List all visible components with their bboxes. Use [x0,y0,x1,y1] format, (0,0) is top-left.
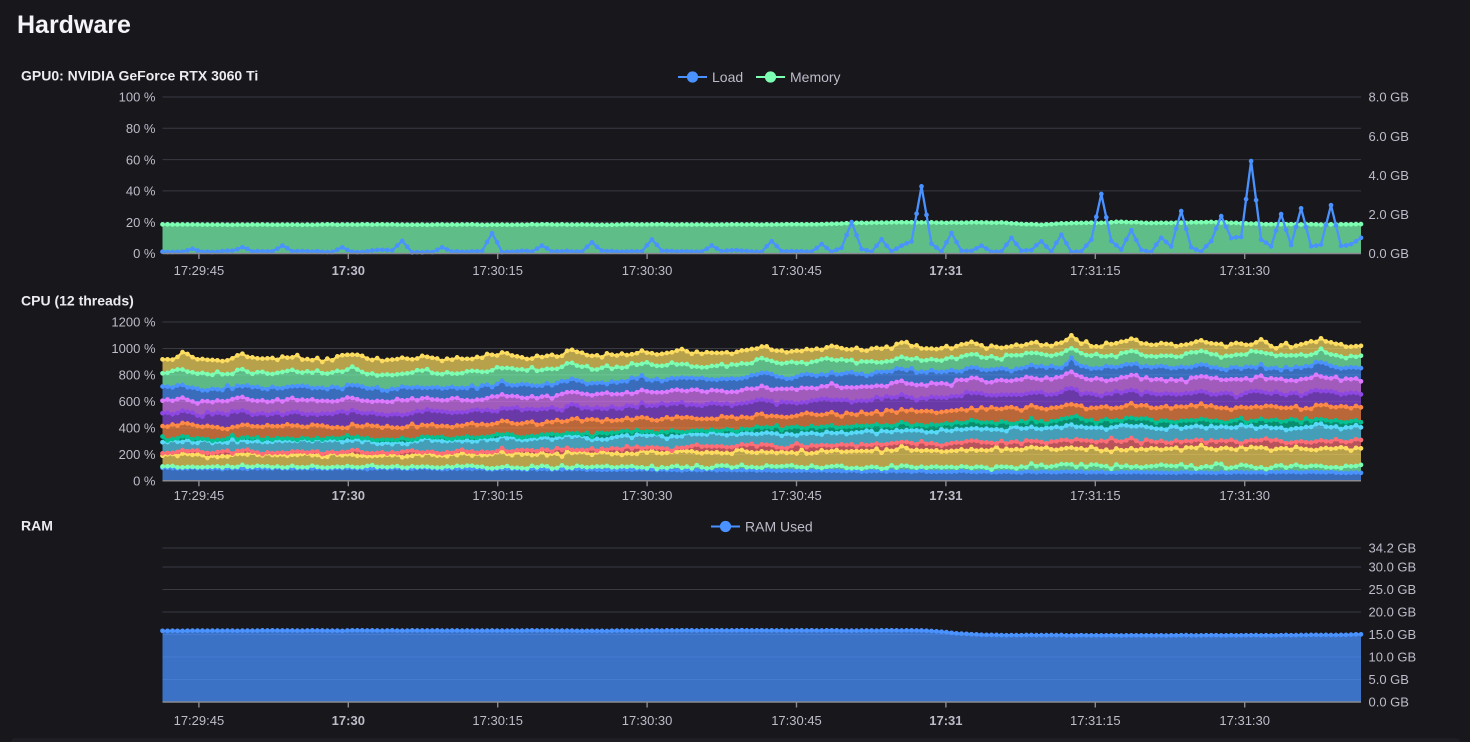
svg-text:17:31:30: 17:31:30 [1219,488,1270,503]
svg-text:10.0 GB: 10.0 GB [1369,650,1417,665]
svg-text:2.0 GB: 2.0 GB [1369,207,1409,222]
svg-text:17:30:15: 17:30:15 [472,263,523,278]
svg-text:17:31:30: 17:31:30 [1219,713,1270,728]
svg-text:GPU0: NVIDIA GeForce RTX 3060: GPU0: NVIDIA GeForce RTX 3060 Ti [21,68,258,84]
svg-text:CPU (12 threads): CPU (12 threads) [21,293,134,309]
svg-text:800 %: 800 % [119,368,156,383]
svg-text:20 %: 20 % [126,215,156,230]
svg-text:20.0 GB: 20.0 GB [1369,605,1417,620]
svg-text:200 %: 200 % [119,447,156,462]
svg-text:17:30:45: 17:30:45 [771,713,822,728]
svg-text:8.0 GB: 8.0 GB [1369,90,1409,105]
svg-text:17:30:30: 17:30:30 [622,488,673,503]
svg-text:400 %: 400 % [119,421,156,436]
svg-text:15.0 GB: 15.0 GB [1369,627,1417,642]
svg-text:40 %: 40 % [126,184,156,199]
svg-text:17:31:15: 17:31:15 [1070,713,1121,728]
svg-text:17:30:30: 17:30:30 [622,263,673,278]
svg-text:17:29:45: 17:29:45 [174,263,225,278]
svg-text:6.0 GB: 6.0 GB [1369,129,1409,144]
svg-text:17:30: 17:30 [332,488,365,503]
svg-text:RAM Used: RAM Used [745,518,813,534]
svg-text:17:31: 17:31 [929,263,962,278]
svg-text:5.0 GB: 5.0 GB [1369,672,1409,687]
svg-text:17:30:45: 17:30:45 [771,263,822,278]
svg-text:Memory: Memory [790,69,841,85]
svg-text:17:31:30: 17:31:30 [1219,263,1270,278]
svg-text:17:31: 17:31 [929,488,962,503]
svg-text:17:30:15: 17:30:15 [472,488,523,503]
svg-text:0 %: 0 % [133,246,156,261]
svg-text:30.0 GB: 30.0 GB [1369,560,1417,575]
svg-text:0.0 GB: 0.0 GB [1369,695,1409,710]
svg-text:17:30:30: 17:30:30 [622,713,673,728]
svg-text:17:31:15: 17:31:15 [1070,488,1121,503]
svg-text:Load: Load [712,69,743,85]
svg-text:34.2 GB: 34.2 GB [1369,541,1417,556]
svg-text:0 %: 0 % [133,474,156,489]
svg-text:0.0 GB: 0.0 GB [1369,246,1409,261]
svg-text:60 %: 60 % [126,152,156,167]
svg-text:1000 %: 1000 % [111,341,156,356]
svg-text:80 %: 80 % [126,121,156,136]
svg-text:1200 %: 1200 % [111,315,156,330]
svg-text:17:31: 17:31 [929,713,962,728]
svg-text:17:30: 17:30 [332,713,365,728]
svg-text:17:29:45: 17:29:45 [174,713,225,728]
svg-text:17:31:15: 17:31:15 [1070,263,1121,278]
svg-text:17:30:15: 17:30:15 [472,713,523,728]
svg-text:17:30:45: 17:30:45 [771,488,822,503]
svg-text:17:29:45: 17:29:45 [174,488,225,503]
svg-text:4.0 GB: 4.0 GB [1369,168,1409,183]
svg-text:25.0 GB: 25.0 GB [1369,582,1417,597]
svg-text:100 %: 100 % [119,90,156,105]
svg-text:RAM: RAM [21,518,53,534]
svg-text:17:30: 17:30 [332,263,365,278]
svg-text:600 %: 600 % [119,394,156,409]
